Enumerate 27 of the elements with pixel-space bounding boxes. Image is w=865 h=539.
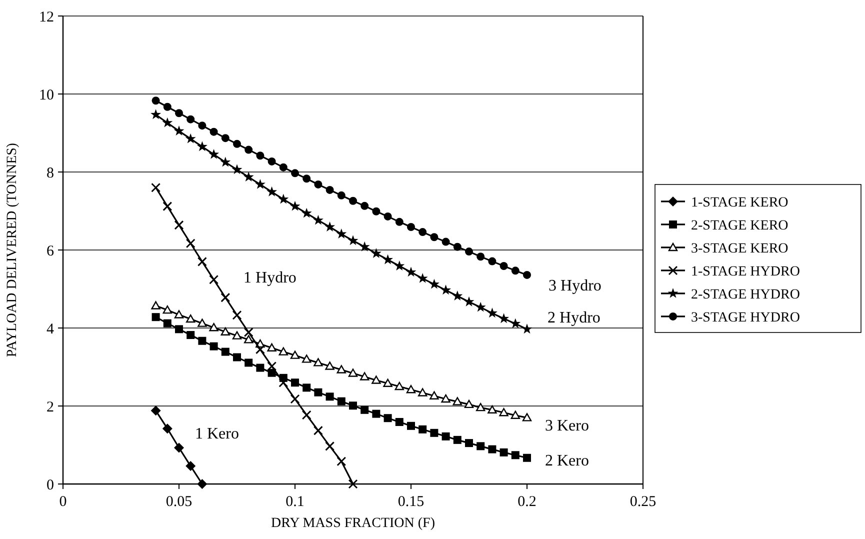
x-tick-label: 0.1 — [286, 494, 304, 510]
y-tick-label: 4 — [46, 321, 54, 338]
y-tick-label: 6 — [46, 243, 54, 260]
x-tick-label: 0 — [59, 494, 67, 510]
legend-label: 2-STAGE KERO — [691, 218, 788, 234]
x-tick-label: 0.15 — [398, 494, 424, 510]
legend-label: 1-STAGE HYDRO — [691, 264, 800, 280]
y-tick-label: 12 — [39, 9, 54, 26]
x-axis-title: DRY MASS FRACTION (F) — [270, 516, 436, 531]
y-tick-label: 0 — [46, 477, 54, 494]
annotation: 1 Kero — [195, 426, 239, 443]
y-axis-title: PAYLOAD DELIVERED (TONNES) — [5, 142, 20, 358]
legend-label: 2-STAGE HYDRO — [691, 287, 800, 302]
x-tick-label: 0.25 — [630, 494, 656, 510]
legend-label: 3-STAGE HYDRO — [691, 310, 800, 326]
annotation: 1 Hydro — [244, 270, 296, 287]
legend-label: 3-STAGE KERO — [691, 241, 788, 256]
y-tick-label: 10 — [39, 87, 54, 104]
x-tick-label: 0.2 — [518, 494, 536, 510]
legend-label: 1-STAGE KERO — [691, 195, 788, 210]
y-tick-label: 2 — [46, 399, 54, 416]
annotation: 2 Hydro — [548, 310, 600, 327]
annotation: 3 Hydro — [548, 278, 602, 295]
annotation: 3 Kero — [545, 418, 589, 435]
y-tick-label: 8 — [46, 165, 54, 182]
annotation: 2 Kero — [545, 452, 589, 470]
x-tick-label: 0.05 — [166, 494, 192, 510]
